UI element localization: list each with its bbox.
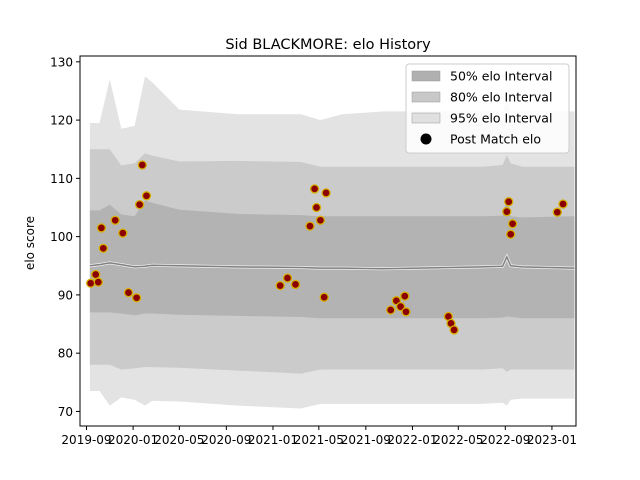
y-tick-label: 90 <box>58 288 73 302</box>
x-tick-label: 2020-01 <box>108 433 158 447</box>
x-tick-label: 2021-09 <box>341 433 391 447</box>
post-match-elo-point <box>86 278 96 288</box>
post-match-elo-point <box>321 188 331 198</box>
post-match-elo-point <box>134 199 145 210</box>
legend-marker <box>420 133 432 145</box>
mean-elo-line <box>89 255 575 270</box>
post-match-elo-point <box>96 223 107 233</box>
y-tick-label: 130 <box>50 55 73 69</box>
post-match-elo-point <box>449 325 459 335</box>
post-match-elo-point <box>386 305 396 315</box>
y-tick-label: 110 <box>50 172 73 186</box>
post-match-elo-point <box>315 215 326 225</box>
chart-title: Sid BLACKMORE: elo History <box>225 37 431 53</box>
legend-swatch <box>411 70 441 82</box>
post-match-elo-point <box>506 229 516 239</box>
post-match-elo-point <box>93 277 103 287</box>
post-match-elo-point <box>131 293 142 303</box>
post-match-elo-point <box>504 197 514 207</box>
post-match-elo-point <box>275 280 285 291</box>
legend-label: Post Match elo <box>450 132 541 147</box>
y-axis-title: elo score <box>23 216 37 270</box>
legend-label: 50% elo Interval <box>450 69 552 84</box>
y-tick-label: 120 <box>50 114 73 128</box>
post-match-elo-point <box>311 202 322 213</box>
post-match-elo-point <box>395 301 406 312</box>
legend-swatch <box>411 112 441 124</box>
x-tick-label: 2022-01 <box>387 433 437 447</box>
x-tick-label: 2021-01 <box>248 433 298 447</box>
y-tick-label: 70 <box>58 405 73 419</box>
legend-label: 95% elo Interval <box>450 111 552 126</box>
post-match-elo-point <box>290 279 301 290</box>
x-tick-label: 2020-05 <box>154 433 204 447</box>
x-tick-label: 2022-05 <box>433 433 483 447</box>
plot-frame <box>79 55 577 427</box>
post-match-elo-point <box>118 228 128 238</box>
legend-label: 80% elo Interval <box>450 90 552 105</box>
x-tick-label: 2019-09 <box>61 433 111 447</box>
post-match-elo-point <box>282 273 293 283</box>
post-match-elo-point <box>552 207 562 217</box>
plot-area: 7080901001101201302019-092020-012020-052… <box>50 55 577 447</box>
post-match-elo-point <box>110 215 120 225</box>
post-match-elo-point <box>309 184 320 194</box>
y-tick-label: 80 <box>58 347 73 361</box>
legend-swatch <box>411 91 441 103</box>
post-match-elo-point <box>137 160 147 170</box>
x-tick-label: 2020-09 <box>201 433 251 447</box>
post-match-elo-point <box>141 191 152 201</box>
x-tick-label: 2022-09 <box>480 433 530 447</box>
post-match-elo-point <box>98 243 108 253</box>
post-match-elo-point <box>502 206 512 217</box>
post-match-elo-point <box>558 199 568 209</box>
legend: 50% elo Interval 80% elo Interval 95% elo … <box>405 63 570 154</box>
legend-box <box>405 63 570 154</box>
y-tick-label: 100 <box>50 230 73 244</box>
post-match-elo-point <box>401 307 411 317</box>
post-match-elo-point <box>305 221 315 231</box>
post-match-elo-point <box>319 292 329 302</box>
x-tick-label: 2021-05 <box>294 433 344 447</box>
post-match-elo-point <box>400 291 410 301</box>
post-match-elo-point <box>507 219 518 229</box>
post-match-elo-point <box>123 287 134 298</box>
x-tick-label: 2023-01 <box>527 433 577 447</box>
post-match-elo-point <box>91 269 101 280</box>
band-50-interval <box>89 197 575 319</box>
